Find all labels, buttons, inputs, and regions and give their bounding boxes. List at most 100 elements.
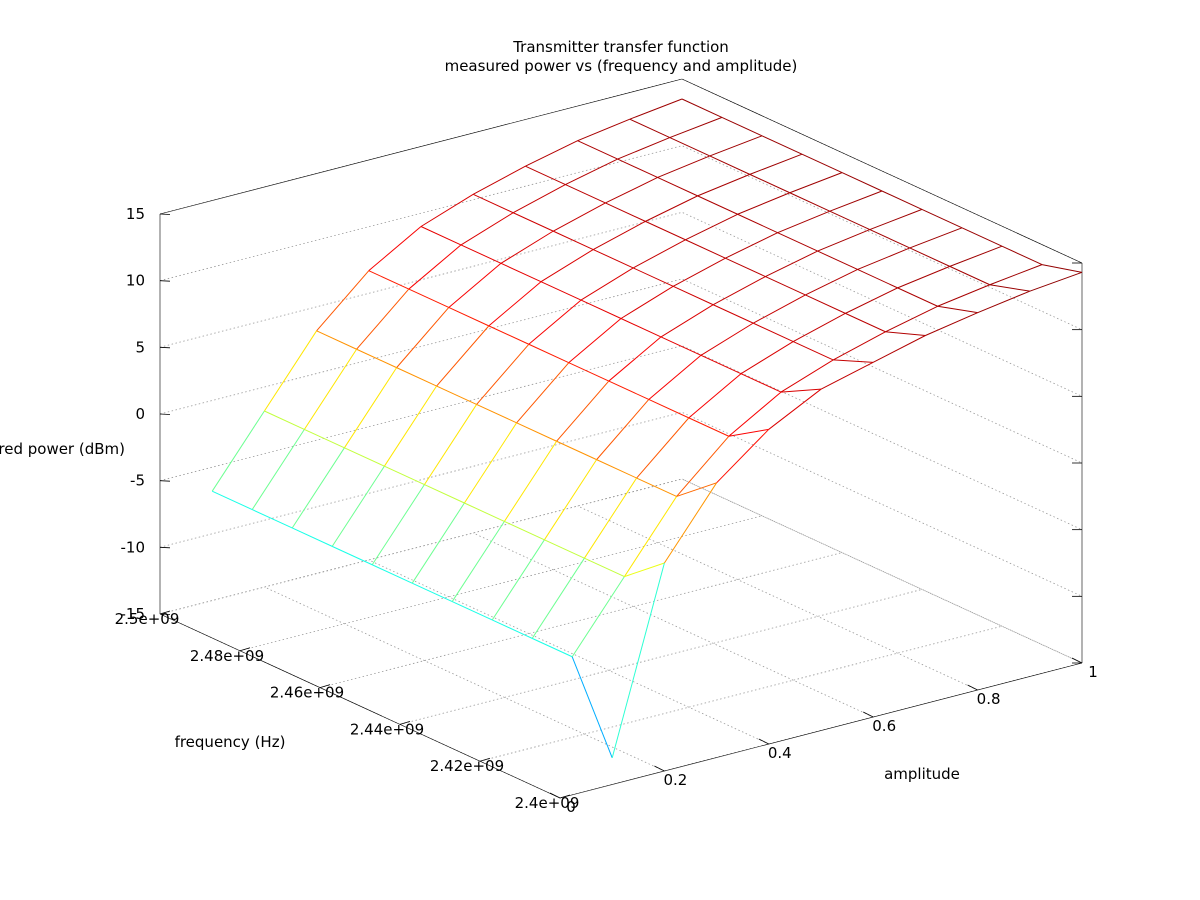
- surface-segment: [801, 153, 843, 174]
- surface-segment: [472, 193, 514, 214]
- wall-grid-line: [159, 411, 1083, 597]
- surface-segment: [583, 477, 638, 559]
- surface-segment: [608, 380, 650, 400]
- surface-segment: [700, 354, 742, 375]
- surface-segment: [937, 305, 978, 314]
- surface-segment: [531, 557, 585, 639]
- surface-segment: [685, 213, 738, 241]
- surface-segment: [368, 226, 422, 272]
- z-tick-label: 15: [126, 205, 145, 223]
- surface-segment: [740, 341, 794, 375]
- surface-segment: [697, 195, 738, 215]
- surface-segment: [663, 482, 718, 564]
- surface-segment: [423, 404, 478, 485]
- surface-segment: [436, 385, 477, 405]
- surface-segment: [989, 284, 1030, 292]
- surface-segment: [540, 249, 594, 283]
- surface-segment: [528, 343, 570, 364]
- surface-segment: [805, 269, 858, 296]
- surface-segment: [765, 250, 818, 278]
- surface-segment: [556, 380, 610, 442]
- surface-segment: [792, 341, 834, 361]
- surface-segment: [780, 388, 822, 393]
- surface-segment: [765, 276, 806, 296]
- surface-segment: [568, 318, 622, 364]
- surface-segment: [712, 276, 766, 306]
- surface-segment: [264, 410, 305, 430]
- surface-segment: [420, 193, 474, 227]
- surface-segment: [789, 192, 831, 212]
- surface-segment: [728, 391, 782, 437]
- surface-segment: [752, 322, 794, 342]
- surface-segment: [872, 335, 926, 363]
- surface-segment: [937, 284, 990, 307]
- surface-segment: [620, 285, 674, 319]
- surface-segment: [451, 521, 505, 602]
- y-tick-mark: [399, 721, 411, 725]
- surface-segment: [211, 490, 253, 511]
- surface-segment: [629, 118, 671, 139]
- surface-segment: [408, 244, 462, 290]
- surface-segment: [384, 465, 425, 486]
- surface-segment: [420, 226, 462, 246]
- surface-segment: [371, 564, 413, 584]
- surface-segment: [316, 270, 370, 332]
- z-tick-mark: [159, 346, 171, 349]
- surface-segment: [669, 116, 723, 139]
- surface-segment: [857, 269, 898, 289]
- surface-segment: [464, 502, 505, 522]
- surface-segment: [841, 172, 883, 192]
- base-grid-line: [239, 515, 763, 652]
- surface-segment: [460, 244, 502, 264]
- base-grid-line: [319, 552, 843, 688]
- surface-segment: [531, 637, 573, 658]
- surface-segment: [648, 399, 690, 419]
- surface-segment: [777, 232, 818, 252]
- surface-segment: [685, 239, 726, 259]
- x-tick-mark: [967, 684, 978, 691]
- surface-segment: [528, 299, 582, 345]
- surface-segment: [251, 429, 305, 510]
- surface-segment: [516, 422, 557, 442]
- surface-segment: [476, 343, 530, 405]
- surface-segment: [885, 331, 926, 336]
- x-tick-label: 0: [566, 798, 576, 816]
- surface-segment: [543, 459, 598, 541]
- surface-segment: [789, 172, 843, 194]
- surface-segment: [344, 447, 385, 467]
- surface-segment: [503, 440, 558, 522]
- surface-segment: [737, 192, 790, 215]
- y-tick-mark: [559, 794, 571, 799]
- surface-segment: [211, 410, 265, 492]
- base-grid-line: [479, 625, 1003, 762]
- surface-segment: [697, 173, 750, 197]
- surface-segment: [424, 484, 465, 504]
- surface-segment: [752, 294, 806, 324]
- x-tick-label: 1: [1088, 663, 1098, 681]
- surface-segment: [592, 249, 634, 269]
- z-tick-mark: [159, 413, 171, 415]
- base-grid-line: [399, 589, 923, 725]
- surface-segment: [448, 307, 490, 327]
- surface-segment: [343, 367, 398, 449]
- surface-segment: [577, 118, 630, 142]
- surface-segment: [857, 247, 910, 270]
- surface-segment: [568, 362, 610, 382]
- surface-segment: [869, 208, 923, 231]
- z-tick-label: -15: [121, 605, 146, 623]
- surface-segment: [961, 227, 1003, 247]
- surface-segment: [544, 539, 585, 559]
- surface-segment: [777, 210, 830, 234]
- box-edge: [559, 662, 1083, 799]
- surface-segment: [845, 287, 898, 314]
- surface-segment: [636, 417, 690, 479]
- surface-segment: [657, 155, 710, 178]
- base-grid-line: [368, 559, 769, 745]
- surface-segment: [291, 527, 333, 547]
- surface-segment: [681, 98, 723, 118]
- surface-segment: [580, 267, 634, 301]
- surface-segment: [491, 539, 545, 621]
- surface-segment: [1041, 264, 1083, 273]
- surface-segment: [436, 325, 490, 387]
